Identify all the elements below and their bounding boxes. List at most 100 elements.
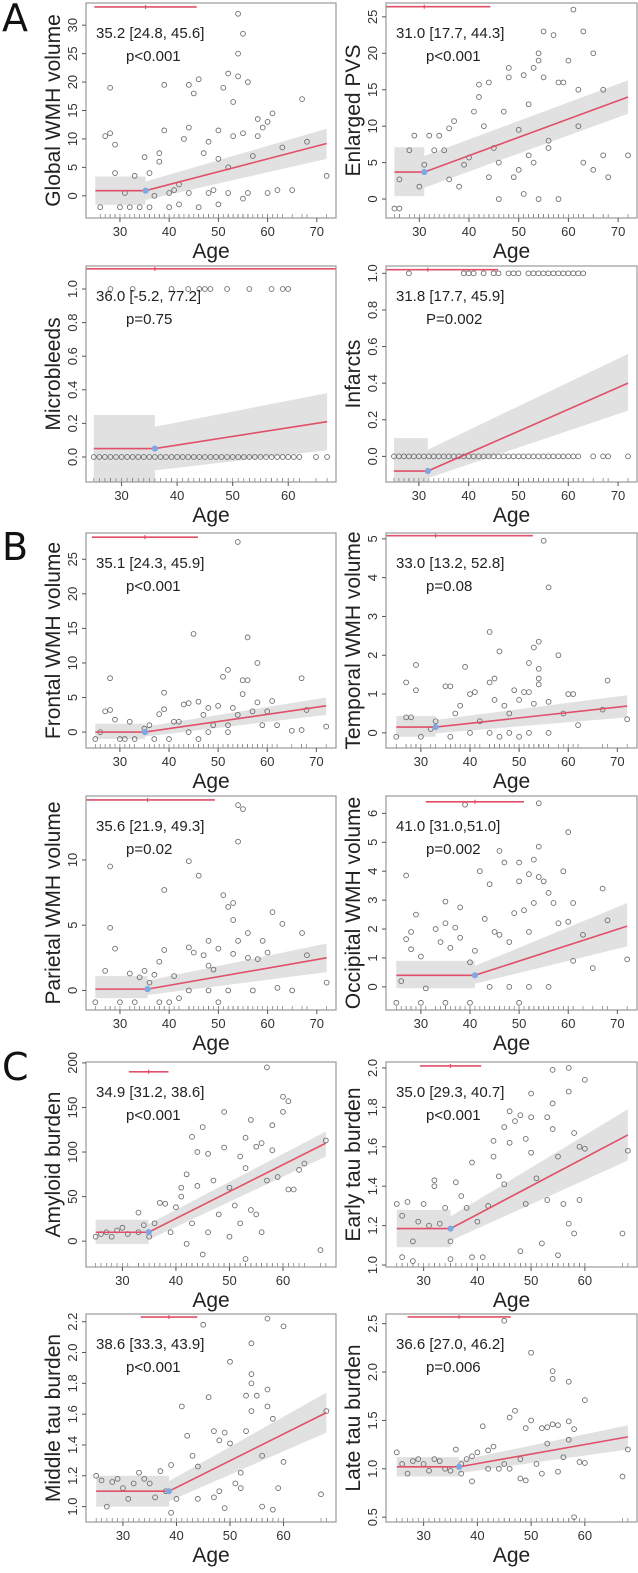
data-point — [235, 454, 242, 460]
data-point — [476, 868, 483, 875]
data-point — [550, 270, 557, 277]
x-tick-label: 50 — [211, 754, 225, 769]
data-point — [545, 145, 552, 151]
data-point — [146, 454, 153, 460]
data-point — [202, 286, 208, 292]
data-point — [225, 987, 232, 994]
data-point — [458, 1193, 465, 1199]
data-point — [526, 730, 532, 736]
data-point — [225, 722, 231, 729]
data-point — [254, 699, 261, 706]
data-point — [600, 152, 607, 159]
data-point — [469, 1254, 475, 1260]
x-axis-label: Age — [192, 1544, 229, 1567]
y-tick-label: 25 — [65, 46, 80, 60]
data-point — [166, 190, 173, 196]
data-point — [136, 204, 143, 211]
y-tick-label: 10 — [65, 132, 80, 146]
data-point — [555, 920, 562, 927]
data-point — [528, 1349, 534, 1356]
data-point — [102, 708, 109, 715]
y-tick-label: 1.0 — [65, 280, 80, 298]
data-point — [486, 984, 493, 990]
data-point — [166, 204, 173, 211]
data-point — [146, 204, 153, 211]
data-point — [322, 1137, 329, 1144]
data-point — [496, 733, 503, 740]
scatter-panel: 30 40 50 60 70 0 5 10 15 20 25 Age Enlarged PVS 31.0 … — [342, 2, 638, 263]
data-point — [130, 1480, 137, 1487]
data-point — [565, 453, 572, 460]
data-point — [269, 110, 276, 117]
data-point — [259, 124, 266, 131]
data-point — [544, 1440, 551, 1447]
data-point — [516, 859, 522, 866]
data-point — [220, 84, 227, 91]
data-point — [221, 1144, 227, 1151]
x-tick-label: 70 — [611, 224, 625, 239]
breakpoint-marker — [165, 1488, 173, 1495]
y-tick-label: 0.6 — [65, 347, 80, 365]
data-point — [516, 878, 522, 885]
data-point — [517, 1248, 524, 1255]
data-point — [234, 539, 241, 545]
data-point — [415, 1456, 422, 1462]
data-point — [195, 1496, 201, 1502]
data-point — [186, 858, 192, 865]
data-point — [469, 1478, 475, 1485]
data-point — [545, 584, 552, 591]
plot-frame — [85, 1313, 337, 1523]
data-point — [431, 147, 438, 154]
data-point — [521, 907, 527, 914]
data-point — [186, 944, 192, 951]
data-point — [264, 1064, 270, 1071]
y-tick-label: 5 — [365, 839, 380, 846]
data-point — [535, 50, 542, 57]
data-point — [505, 65, 512, 71]
breakpoint-marker — [141, 728, 149, 736]
plot-area — [386, 4, 631, 218]
y-tick-label: 25 — [365, 10, 380, 24]
data-point — [540, 878, 547, 885]
data-point — [237, 1153, 244, 1160]
data-point — [393, 733, 400, 740]
data-point — [156, 711, 163, 717]
data-point — [225, 667, 231, 673]
data-point — [575, 270, 582, 277]
data-point — [490, 270, 497, 277]
y-tick-label: 1.8 — [365, 1098, 380, 1116]
x-tick-label: 70 — [310, 1016, 324, 1031]
data-point — [399, 1212, 405, 1219]
data-point — [166, 999, 173, 1006]
data-point — [526, 660, 532, 666]
y-tick-label: 3 — [365, 896, 380, 903]
data-point — [254, 116, 261, 122]
data-point — [490, 1153, 497, 1160]
data-point — [447, 733, 454, 740]
y-tick-label: 0 — [65, 192, 80, 199]
data-point — [619, 1230, 626, 1237]
data-point — [535, 196, 542, 202]
data-point — [186, 124, 192, 131]
data-point — [605, 174, 612, 181]
data-point — [239, 691, 246, 697]
plot-area — [86, 266, 336, 482]
data-point — [555, 1153, 561, 1160]
data-point — [230, 99, 236, 105]
y-tick-label: 0.6 — [365, 338, 380, 356]
data-point — [171, 187, 177, 193]
y-tick-label: 4 — [365, 574, 380, 581]
y-tick-label: 5 — [65, 922, 80, 929]
plot-frame — [385, 532, 638, 749]
data-point — [186, 190, 192, 196]
data-point — [298, 727, 305, 733]
data-point — [540, 28, 547, 35]
data-point — [522, 1477, 529, 1484]
data-point — [441, 147, 448, 154]
data-point — [479, 1254, 486, 1260]
x-tick-label: 50 — [524, 1273, 538, 1288]
y-axis-label: Temporal WMH volume — [342, 531, 365, 749]
data-point — [248, 1340, 255, 1347]
data-point — [264, 1177, 270, 1184]
p-value-label: p=0.006 — [426, 1359, 481, 1376]
